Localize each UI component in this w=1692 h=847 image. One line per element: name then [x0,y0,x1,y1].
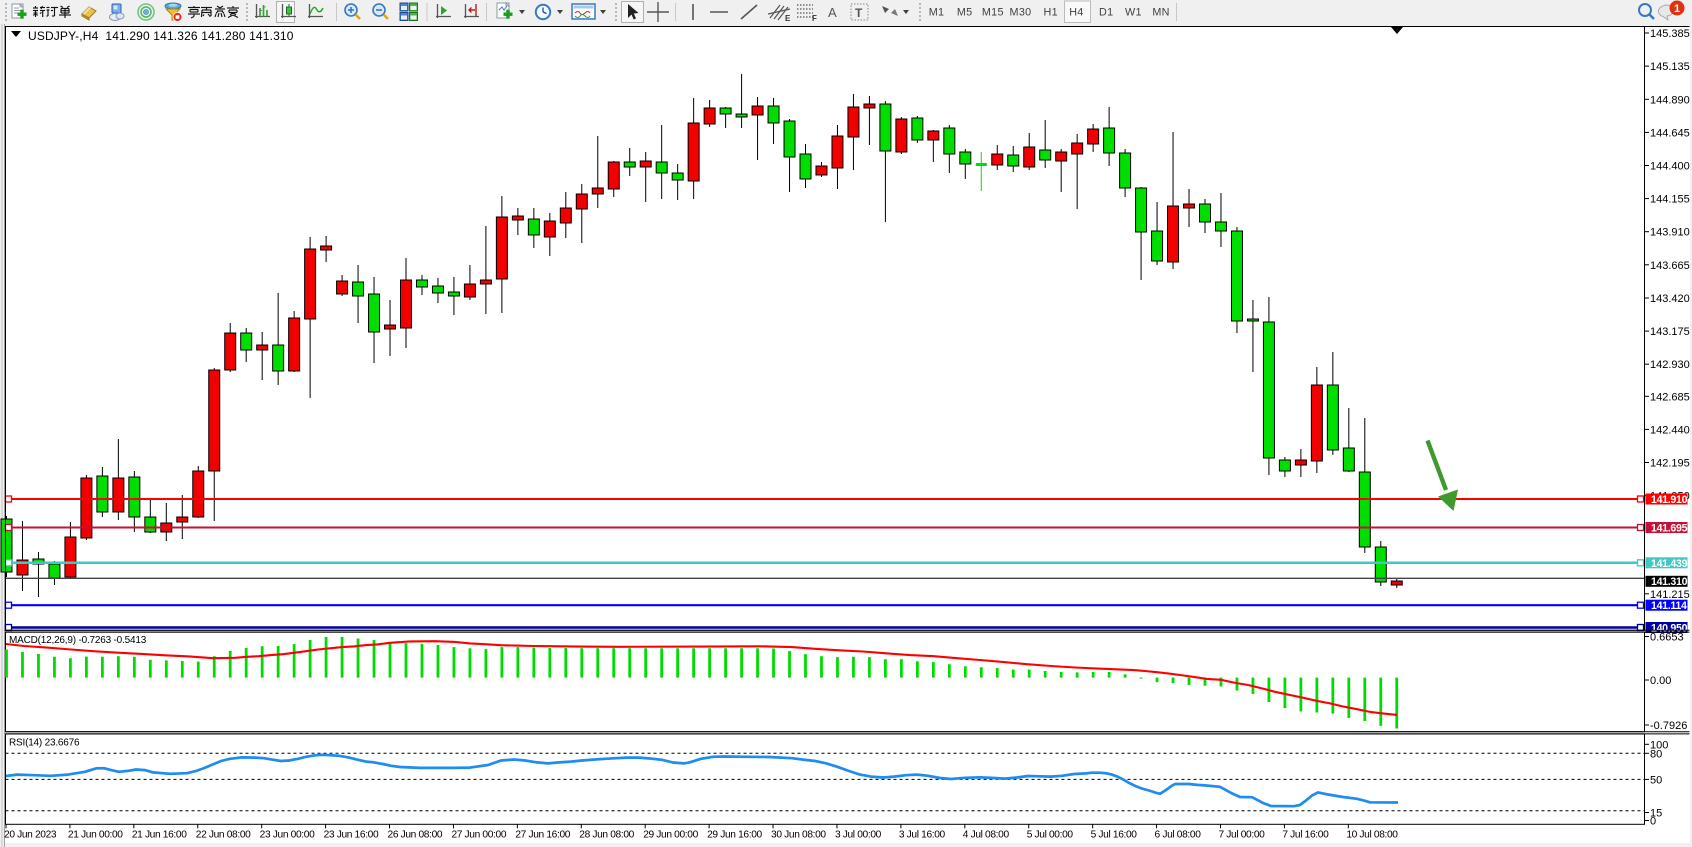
svg-text:142.930: 142.930 [1650,359,1690,371]
svg-text:0: 0 [1650,816,1656,828]
svg-text:30 Jun 08:00: 30 Jun 08:00 [771,830,826,841]
svg-text:0.00: 0.00 [1650,675,1671,687]
svg-text:80: 80 [1650,748,1662,760]
svg-text:6 Jul 08:00: 6 Jul 08:00 [1155,830,1202,841]
svg-text:21 Jun 16:00: 21 Jun 16:00 [132,830,187,841]
svg-text:M1: M1 [929,7,945,19]
svg-text:142.195: 142.195 [1650,458,1690,470]
svg-text:E: E [785,14,791,23]
svg-text:143.910: 143.910 [1650,227,1690,239]
svg-text:28 Jun 08:00: 28 Jun 08:00 [579,830,634,841]
svg-text:A: A [828,5,837,20]
svg-text:1: 1 [1674,3,1680,15]
svg-text:141.695: 141.695 [1651,523,1688,535]
svg-text:29 Jun 00:00: 29 Jun 00:00 [643,830,698,841]
svg-text:142.440: 142.440 [1650,424,1690,436]
svg-text:145.135: 145.135 [1650,61,1690,73]
svg-text:100: 100 [1650,739,1668,751]
svg-text:7 Jul 00:00: 7 Jul 00:00 [1218,830,1265,841]
svg-text:4 Jul 08:00: 4 Jul 08:00 [963,830,1010,841]
svg-text:W1: W1 [1125,7,1142,19]
svg-text:144.155: 144.155 [1650,194,1690,206]
svg-text:143.175: 143.175 [1650,326,1690,338]
svg-text:23 Jun 00:00: 23 Jun 00:00 [260,830,315,841]
svg-text:50: 50 [1650,774,1662,786]
svg-text:H4: H4 [1069,7,1083,19]
svg-text:141.439: 141.439 [1651,558,1688,570]
svg-text:23 Jun 16:00: 23 Jun 16:00 [324,830,379,841]
svg-text:21 Jun 00:00: 21 Jun 00:00 [68,830,123,841]
svg-text:29 Jun 16:00: 29 Jun 16:00 [707,830,762,841]
svg-text:0.6653: 0.6653 [1650,632,1684,644]
svg-text:F: F [812,14,817,23]
svg-text:143.420: 143.420 [1650,293,1690,305]
svg-text:26 Jun 08:00: 26 Jun 08:00 [388,830,443,841]
svg-text:M15: M15 [982,7,1004,19]
svg-text:144.890: 144.890 [1650,94,1690,106]
svg-text:M5: M5 [957,7,973,19]
svg-text:140.950: 140.950 [1651,623,1688,635]
svg-text:H1: H1 [1043,7,1057,19]
svg-text:-0.7926: -0.7926 [1650,720,1687,732]
svg-text:7 Jul 16:00: 7 Jul 16:00 [1282,830,1329,841]
svg-text:27 Jun 00:00: 27 Jun 00:00 [451,830,506,841]
svg-text:141.310: 141.310 [1651,576,1688,588]
svg-text:MACD(12,26,9) -0.7263 -0.5413: MACD(12,26,9) -0.7263 -0.5413 [9,635,147,646]
svg-text:T: T [855,6,863,20]
svg-text:22 Jun 08:00: 22 Jun 08:00 [196,830,251,841]
svg-text:5 Jul 00:00: 5 Jul 00:00 [1027,830,1074,841]
svg-text:15: 15 [1650,808,1662,820]
svg-text:144.645: 144.645 [1650,127,1690,139]
svg-text:143.665: 143.665 [1650,260,1690,272]
svg-text:141.215: 141.215 [1650,589,1690,601]
svg-text:27 Jun 16:00: 27 Jun 16:00 [515,830,570,841]
svg-text:145.385: 145.385 [1650,28,1690,40]
svg-text:20 Jun 2023: 20 Jun 2023 [4,830,57,841]
svg-text:10 Jul 08:00: 10 Jul 08:00 [1346,830,1398,841]
svg-text:5 Jul 16:00: 5 Jul 16:00 [1091,830,1138,841]
svg-text:142.685: 142.685 [1650,391,1690,403]
svg-text:USDJPY-,H4 141.290 141.326 14: USDJPY-,H4 141.290 141.326 141.280 141.3… [28,29,294,43]
svg-text:3 Jul 16:00: 3 Jul 16:00 [899,830,946,841]
svg-text:D1: D1 [1099,7,1113,19]
svg-text:MN: MN [1152,7,1169,19]
svg-text:3 Jul 00:00: 3 Jul 00:00 [835,830,882,841]
svg-text:141.910: 141.910 [1651,494,1688,506]
svg-text:144.400: 144.400 [1650,161,1690,173]
svg-text:M30: M30 [1010,7,1032,19]
svg-text:141.114: 141.114 [1651,600,1687,612]
svg-text:RSI(14) 23.6676: RSI(14) 23.6676 [9,738,80,749]
